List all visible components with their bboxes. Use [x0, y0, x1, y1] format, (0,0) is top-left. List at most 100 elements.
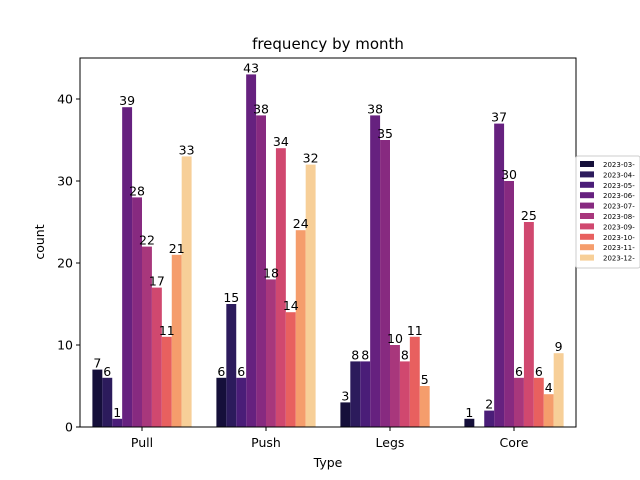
data-label: 38: [367, 101, 383, 116]
bar-push-2023-12: [305, 164, 316, 427]
legend-swatch: [580, 171, 594, 178]
data-label: 37: [491, 110, 507, 125]
legend-label: 2023-09-: [603, 223, 635, 231]
legend-label: 2023-10-: [603, 234, 635, 242]
bar-push-2023-10: [285, 312, 296, 427]
bar-pull-2023-08: [142, 246, 152, 427]
data-label: 34: [273, 134, 289, 149]
data-labels-group: 7631615816823943383728383530221810617348…: [93, 60, 562, 419]
data-label: 32: [303, 151, 319, 166]
legend-label: 2023-08-: [603, 213, 635, 221]
legend: 2023-03- 2023-04- 2023-05- 2023-06- 2023-07-…: [575, 155, 640, 269]
data-label: 4: [545, 380, 553, 395]
data-label: 39: [119, 93, 135, 108]
bar-core-2023-11: [543, 394, 554, 427]
bar-legs-2023-05: [360, 361, 371, 427]
data-label: 5: [421, 372, 429, 387]
data-label: 18: [263, 265, 279, 280]
bar-push-2023-08: [266, 279, 276, 427]
data-label: 15: [223, 290, 239, 305]
bar-core-2023-06: [494, 123, 505, 427]
chart-title: frequency by month: [252, 35, 404, 53]
legend-swatch: [580, 233, 594, 240]
data-label: 35: [377, 126, 393, 141]
data-label: 6: [237, 364, 245, 379]
y-tick-label: 20: [57, 256, 73, 271]
legend-swatch: [580, 213, 594, 219]
data-label: 14: [283, 298, 299, 313]
bar-pull-2023-07: [132, 197, 142, 427]
data-label: 24: [293, 216, 309, 231]
x-axis-label: Type: [313, 455, 343, 470]
bar-core-2023-03: [464, 418, 475, 427]
data-label: 6: [217, 364, 225, 379]
legend-swatch: [580, 192, 594, 199]
bar-push-2023-04: [226, 304, 237, 427]
bar-core-2023-09: [523, 222, 534, 427]
bar-push-2023-09: [275, 148, 286, 427]
legend-label: 2023-12-: [603, 255, 635, 263]
y-tick-label: 0: [65, 420, 73, 435]
bar-legs-2023-06: [370, 115, 381, 428]
x-tick-label: Legs: [376, 435, 405, 450]
bar-pull-2023-10: [161, 336, 172, 427]
bar-legs-2023-11: [419, 386, 430, 427]
data-label: 8: [351, 347, 359, 362]
legend-label: 2023-04-: [603, 171, 635, 179]
legend-label: 2023-06-: [603, 192, 635, 200]
y-tick-label: 30: [57, 174, 73, 189]
data-label: 1: [465, 405, 473, 420]
bar-push-2023-11: [295, 230, 306, 427]
data-label: 43: [243, 60, 259, 75]
bar-legs-2023-10: [409, 336, 420, 427]
y-axis: 0 10 20 30 40: [57, 92, 80, 435]
legend-swatch: [580, 223, 594, 230]
data-label: 2: [485, 397, 493, 412]
bar-core-2023-10: [533, 377, 544, 427]
data-label: 25: [521, 208, 537, 223]
data-label: 3: [341, 388, 349, 403]
legend-swatch: [580, 181, 594, 188]
legend-label: 2023-05-: [603, 182, 635, 190]
data-label: 8: [361, 347, 369, 362]
bar-push-2023-03: [216, 377, 227, 427]
bar-push-2023-05: [236, 377, 247, 427]
data-label: 1: [113, 405, 121, 420]
y-tick-label: 40: [57, 92, 73, 107]
legend-swatch: [580, 254, 594, 261]
data-label: 38: [253, 101, 269, 116]
bar-core-2023-12: [553, 353, 564, 427]
data-label: 11: [159, 323, 175, 338]
data-label: 33: [179, 142, 195, 157]
bars-group: [92, 74, 564, 428]
data-label: 8: [401, 347, 409, 362]
data-label: 9: [555, 339, 563, 354]
bar-push-2023-06: [246, 74, 257, 428]
data-label: 21: [169, 241, 185, 256]
bar-pull-2023-09: [151, 287, 162, 427]
x-tick-label: Push: [251, 435, 281, 450]
bar-legs-2023-07: [380, 140, 390, 427]
data-label: 28: [129, 183, 145, 198]
bar-pull-2023-04: [102, 377, 113, 427]
legend-label: 2023-11-: [603, 244, 635, 252]
bar-pull-2023-03: [92, 369, 103, 427]
data-label: 30: [501, 167, 517, 182]
legend-swatch: [580, 202, 594, 209]
x-tick-label: Core: [500, 435, 529, 450]
bar-pull-2023-05: [112, 418, 123, 427]
legend-swatch: [580, 244, 594, 251]
legend-label: 2023-07-: [603, 203, 635, 211]
x-tick-label: Pull: [131, 435, 153, 450]
bar-pull-2023-11: [171, 254, 182, 427]
bar-legs-2023-04: [350, 361, 361, 427]
x-axis: Pull Push Legs Core: [131, 427, 529, 450]
y-tick-label: 10: [57, 338, 73, 353]
y-axis-label: count: [32, 224, 47, 259]
data-label: 6: [535, 364, 543, 379]
bar-core-2023-07: [504, 181, 514, 427]
data-label: 17: [149, 274, 165, 289]
bar-push-2023-07: [256, 115, 266, 428]
data-label: 10: [387, 331, 403, 346]
